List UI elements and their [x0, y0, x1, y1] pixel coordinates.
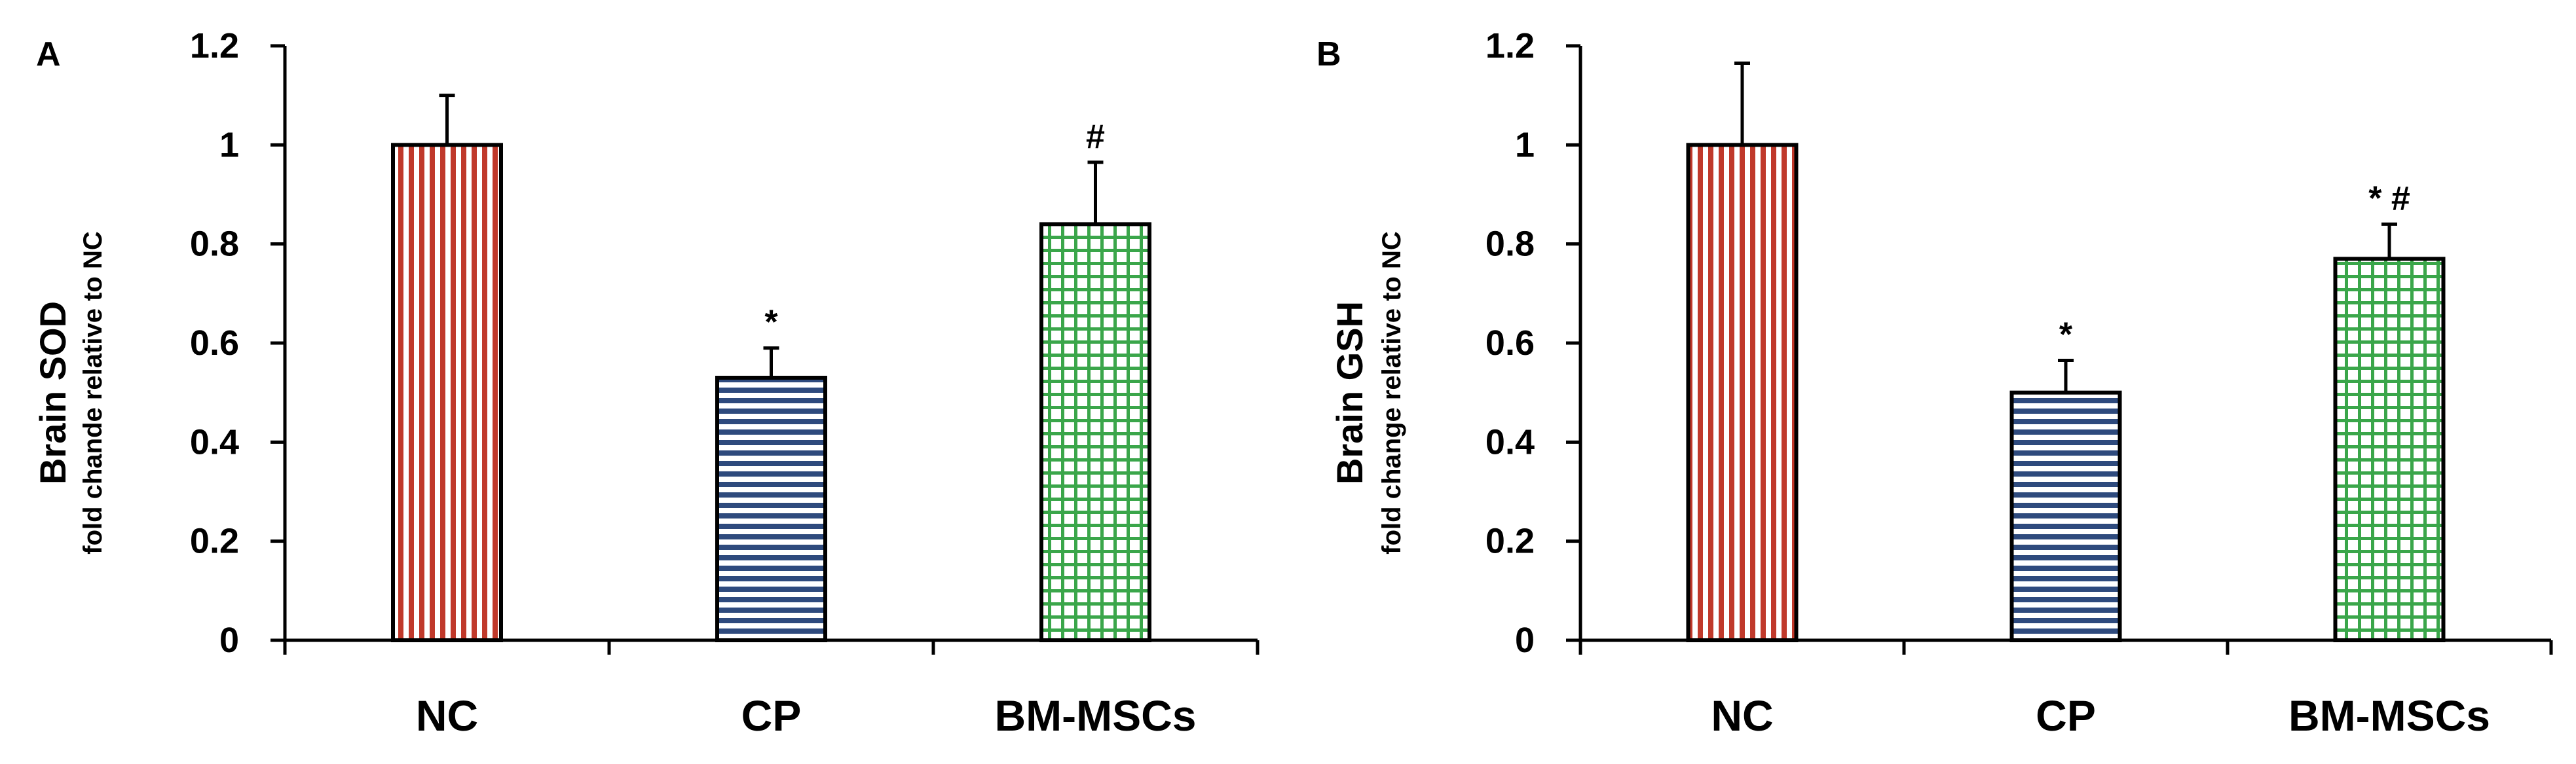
y-tick-label: 0.8 — [190, 225, 239, 264]
y-tick-label: 0 — [1515, 621, 1535, 660]
panel-b: B Brain GSH fold change relative to NC 0… — [1316, 26, 2553, 740]
y-tick-label: 0.6 — [190, 323, 239, 363]
category-label: BM-MSCs — [995, 691, 1197, 740]
panel-b-ylabel-sub: fold change relative to NC — [1377, 231, 1406, 554]
y-tick-label: 0.8 — [1485, 225, 1535, 264]
y-tick-label: 0.2 — [1485, 522, 1535, 561]
panel-b-label: B — [1316, 35, 1341, 73]
significance-marker: # — [1086, 118, 1105, 156]
y-tick-label: 0.2 — [190, 522, 239, 561]
bar — [715, 375, 827, 642]
bar — [391, 143, 503, 643]
category-label: BM-MSCs — [2288, 691, 2490, 740]
y-tick-label: 0.4 — [1485, 422, 1535, 462]
bar — [1686, 143, 1799, 643]
category-label: CP — [741, 691, 802, 740]
panel-a-ylabel-sub: fold chande relative to NC — [79, 231, 107, 554]
panel-a-ylabel: Brain SOD — [32, 301, 73, 484]
y-tick-label: 1 — [219, 125, 239, 164]
y-tick-label: 0.6 — [1485, 323, 1535, 363]
y-tick-label: 1.2 — [190, 26, 239, 65]
panel-a: A Brain SOD fold chande relative to NC 0… — [32, 26, 1260, 740]
panel-b-plot: 0 0.2 0.4 0.6 0.8 1 1.2 NC * CP * # BM-MSCs — [1485, 26, 2553, 740]
panel-a-plot: 0 0.2 0.4 0.6 0.8 1 1.2 NC * CP # BM-MSCs — [190, 26, 1260, 740]
panel-b-ylabel: Brain GSH — [1329, 301, 1370, 484]
bar — [2009, 390, 2122, 643]
significance-marker: * — [2059, 316, 2073, 354]
y-tick-label: 1 — [1515, 125, 1535, 164]
category-label: CP — [2036, 691, 2096, 740]
significance-marker: * # — [2368, 179, 2410, 217]
bar — [1039, 222, 1151, 642]
significance-marker: * — [764, 304, 778, 342]
y-tick-label: 0 — [219, 621, 239, 660]
category-label: NC — [416, 691, 478, 740]
panel-a-label: A — [36, 35, 61, 73]
y-tick-label: 0.4 — [190, 422, 239, 462]
y-tick-label: 1.2 — [1485, 26, 1535, 65]
category-label: NC — [1711, 691, 1773, 740]
bar — [2333, 257, 2446, 643]
